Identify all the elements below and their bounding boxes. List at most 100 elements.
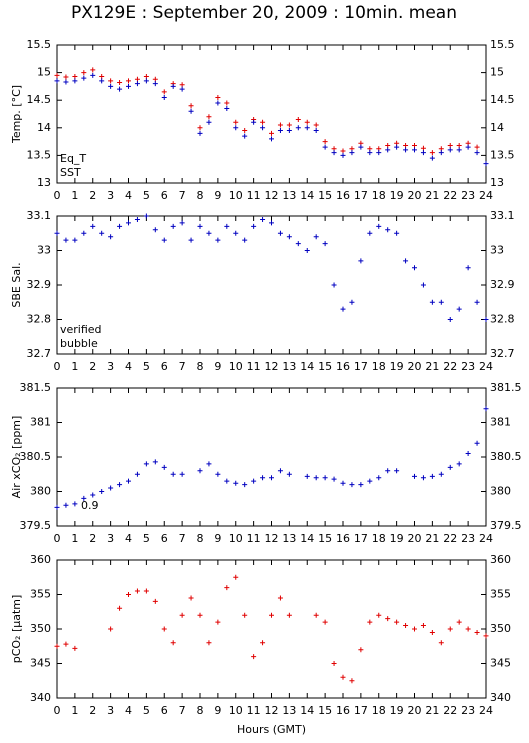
data-point (197, 612, 203, 618)
data-point (63, 74, 69, 80)
data-point (385, 468, 391, 474)
x-tick-label: 10 (229, 189, 243, 202)
data-point (206, 114, 212, 120)
x-tick-label: 19 (390, 532, 404, 545)
data-point (233, 480, 239, 486)
data-point (54, 504, 60, 510)
data-point (215, 94, 221, 100)
y-tick-label: 15 (37, 66, 51, 79)
x-tick-label: 8 (197, 532, 204, 545)
data-point (54, 78, 60, 84)
y-tick-label: 381.5 (490, 381, 522, 394)
data-point (143, 588, 149, 594)
data-point (269, 220, 274, 226)
data-point (260, 216, 266, 222)
x-axis-label: Hours (GMT) (237, 723, 306, 736)
x-tick-label: 17 (354, 704, 368, 717)
y-tick-label: 13.5 (27, 148, 52, 161)
x-tick-label: 21 (425, 532, 439, 545)
y-tick-label: 13.5 (490, 148, 515, 161)
x-tick-label: 16 (336, 704, 350, 717)
data-point (224, 585, 230, 591)
y-tick-label: 32.8 (27, 313, 52, 326)
data-point (367, 230, 373, 236)
data-point (474, 440, 480, 446)
x-tick-label: 3 (107, 189, 114, 202)
x-tick-label: 13 (282, 360, 296, 373)
x-tick-label: 23 (461, 360, 475, 373)
data-point (429, 629, 435, 635)
data-point (277, 128, 283, 134)
x-tick-label: 13 (282, 532, 296, 545)
data-point (269, 612, 274, 618)
data-point (269, 130, 274, 136)
x-tick-label: 18 (372, 360, 386, 373)
data-point (429, 299, 435, 305)
data-point (376, 475, 382, 481)
x-tick-label: 10 (229, 532, 243, 545)
data-point (242, 133, 248, 139)
data-point (412, 626, 417, 632)
y-tick-label: 360 (490, 553, 511, 566)
y-tick-label: 32.8 (490, 313, 515, 326)
data-point (376, 612, 382, 618)
data-point (108, 83, 114, 89)
x-tick-label: 12 (265, 704, 279, 717)
data-point (206, 230, 212, 236)
data-point (233, 230, 239, 236)
data-point (90, 492, 96, 498)
x-tick-label: 3 (107, 704, 114, 717)
data-point (134, 588, 140, 594)
y-tick-label: 379.5 (20, 519, 52, 532)
data-point (72, 237, 78, 243)
y-tick-label: 33 (490, 244, 504, 257)
data-point (108, 626, 114, 632)
x-tick-label: 12 (265, 532, 279, 545)
y-tick-label: 14.5 (490, 93, 515, 106)
data-point (188, 108, 194, 114)
data-point (260, 119, 266, 125)
y-tick-label: 381 (30, 416, 51, 429)
data-point (358, 647, 364, 653)
data-point (420, 475, 426, 481)
x-tick-label: 24 (479, 532, 493, 545)
data-point (465, 144, 471, 150)
data-point (63, 641, 69, 647)
data-point (117, 223, 123, 229)
y-tick-label: 350 (30, 622, 51, 635)
data-point (277, 122, 283, 128)
data-point (394, 144, 400, 150)
x-tick-label: 15 (318, 189, 332, 202)
legend-entry: bubble (60, 337, 98, 350)
data-point (313, 122, 319, 128)
x-tick-label: 17 (354, 189, 368, 202)
y-tick-label: 32.9 (490, 278, 515, 291)
x-tick-label: 8 (197, 189, 204, 202)
x-tick-label: 1 (71, 704, 78, 717)
data-point (358, 144, 364, 150)
data-point (126, 78, 131, 84)
data-point (349, 678, 355, 684)
x-tick-label: 24 (479, 704, 493, 717)
data-point (152, 81, 158, 87)
data-point (179, 220, 185, 226)
data-point (385, 227, 391, 233)
x-tick-label: 4 (125, 532, 132, 545)
x-tick-label: 2 (89, 532, 96, 545)
data-point (215, 471, 221, 477)
data-point (474, 144, 480, 150)
data-point (54, 230, 60, 236)
x-tick-label: 15 (318, 532, 332, 545)
legend-entry: Eq_T (60, 152, 86, 165)
x-tick-label: 4 (125, 189, 132, 202)
data-point (456, 619, 462, 625)
x-tick-label: 9 (214, 189, 221, 202)
data-point (224, 223, 230, 229)
data-point (420, 145, 426, 151)
data-point (108, 78, 114, 84)
data-point (447, 142, 453, 148)
x-tick-label: 18 (372, 532, 386, 545)
data-point (206, 640, 212, 646)
data-point (251, 119, 257, 125)
x-tick-label: 7 (179, 360, 186, 373)
